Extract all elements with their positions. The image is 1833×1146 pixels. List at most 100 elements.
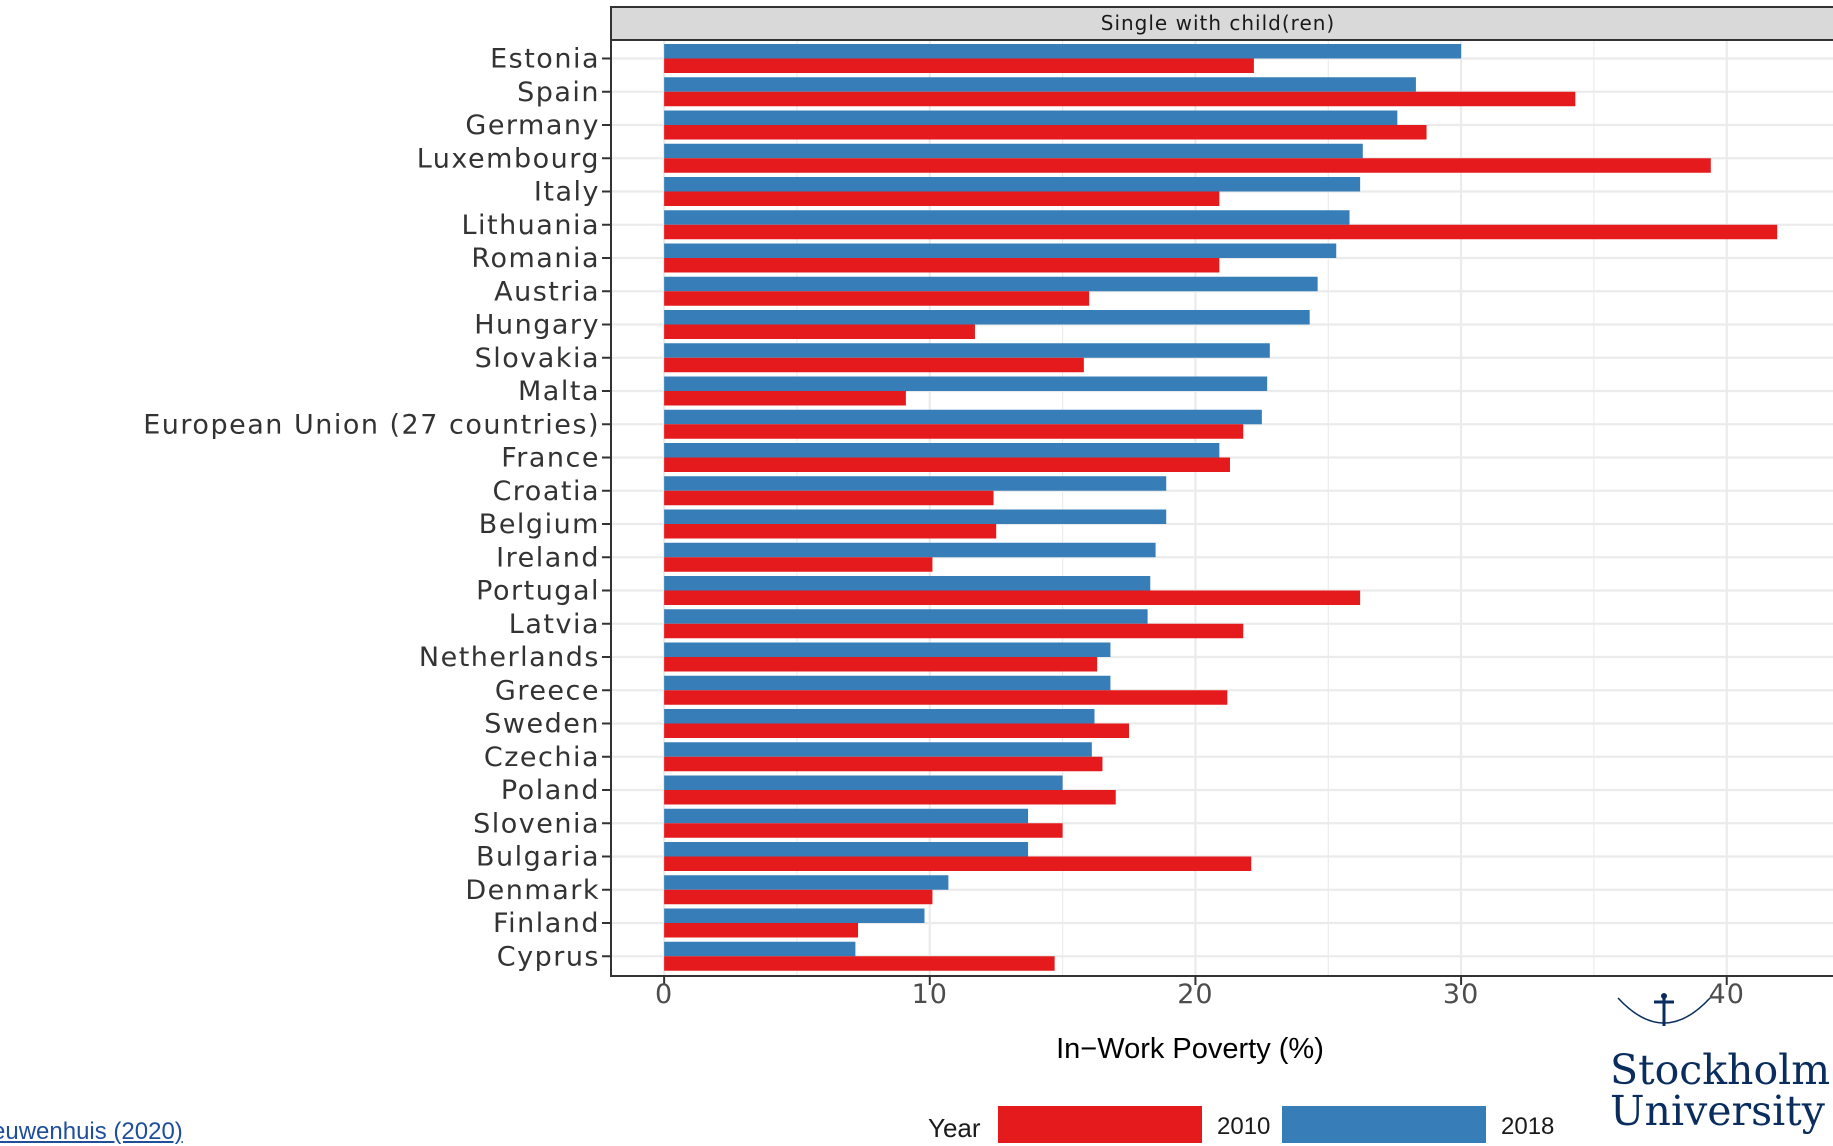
category-label: Luxembourg bbox=[417, 143, 600, 174]
category-label: Hungary bbox=[474, 310, 600, 341]
bar-2010 bbox=[664, 790, 1116, 805]
bar-2010 bbox=[664, 690, 1228, 705]
bar-2010 bbox=[664, 923, 859, 938]
university-seal-icon bbox=[1617, 993, 1711, 1026]
bar-2010 bbox=[664, 889, 933, 905]
category-label: Estonia bbox=[490, 44, 600, 75]
bar-2018 bbox=[664, 310, 1310, 325]
category-label: Spain bbox=[517, 77, 600, 108]
category-label: Portugal bbox=[476, 576, 600, 607]
bar-2018 bbox=[664, 609, 1148, 624]
category-label: Czechia bbox=[484, 742, 600, 773]
bar-2010 bbox=[664, 823, 1063, 838]
bar-2010 bbox=[664, 191, 1220, 206]
category-label: Latvia bbox=[509, 609, 600, 640]
bars bbox=[664, 44, 1778, 971]
legend: Year 2010 2018 bbox=[928, 1106, 1554, 1143]
bar-2018 bbox=[664, 775, 1063, 790]
bar-2010 bbox=[664, 91, 1576, 107]
citation-text: euwenhuis (2020) bbox=[0, 1118, 183, 1145]
x-tick-label: 30 bbox=[1443, 979, 1479, 1010]
bar-2018 bbox=[664, 642, 1111, 657]
bar-2010 bbox=[664, 856, 1252, 871]
bar-2018 bbox=[664, 210, 1350, 225]
category-label: Denmark bbox=[465, 875, 600, 906]
legend-label: 2018 bbox=[1501, 1113, 1554, 1140]
category-label: Belgium bbox=[479, 509, 600, 540]
bar-2010 bbox=[664, 557, 933, 572]
category-label: Bulgaria bbox=[476, 842, 600, 873]
bar-2010 bbox=[664, 623, 1244, 639]
bar-2010 bbox=[664, 258, 1220, 273]
bar-2018 bbox=[664, 842, 1029, 857]
bar-2018 bbox=[664, 343, 1270, 358]
bar-2010 bbox=[664, 125, 1427, 140]
logo-text-line2: University bbox=[1610, 1087, 1825, 1135]
bar-2018 bbox=[664, 443, 1220, 458]
legend-label: 2010 bbox=[1217, 1113, 1270, 1140]
category-label: Poland bbox=[501, 775, 600, 806]
bar-2018 bbox=[664, 875, 949, 890]
bar-2010 bbox=[664, 756, 1103, 772]
bar-2018 bbox=[664, 143, 1363, 159]
bar-2010 bbox=[664, 524, 997, 539]
category-label: Finland bbox=[493, 908, 600, 939]
facet-strip bbox=[610, 6, 1833, 41]
bar-2018 bbox=[664, 110, 1398, 125]
category-label: Germany bbox=[465, 110, 600, 141]
bar-2018 bbox=[664, 77, 1416, 92]
category-label: European Union (27 countries) bbox=[143, 409, 600, 440]
legend-key-2018 bbox=[1282, 1106, 1486, 1143]
bar-2010 bbox=[664, 291, 1090, 306]
category-label: Netherlands bbox=[419, 642, 600, 673]
x-axis: 0 10 20 30 40 bbox=[655, 976, 1745, 1010]
bar-2018 bbox=[664, 709, 1095, 724]
bar-2010 bbox=[664, 58, 1254, 73]
bar-2018 bbox=[664, 376, 1268, 391]
category-label: Croatia bbox=[492, 476, 600, 507]
x-tick-label: 10 bbox=[912, 979, 948, 1010]
bar-2010 bbox=[664, 457, 1230, 472]
category-label: Ireland bbox=[496, 542, 600, 573]
bar-2018 bbox=[664, 576, 1151, 591]
logo-text-line1: Stockholm bbox=[1610, 1046, 1831, 1094]
bar-2018 bbox=[664, 177, 1361, 192]
y-axis: EstoniaSpainGermanyLuxembourgItalyLithua… bbox=[143, 44, 611, 972]
bar-2010 bbox=[664, 590, 1361, 605]
bar-2010 bbox=[664, 723, 1130, 738]
legend-key-2010 bbox=[998, 1106, 1202, 1143]
facet-title: Single with child(ren) bbox=[1101, 11, 1335, 35]
x-axis-title: In−Work Poverty (%) bbox=[1056, 1033, 1324, 1065]
stockholm-university-logo: Stockholm University bbox=[1598, 990, 1831, 1140]
bar-2010 bbox=[664, 956, 1055, 971]
bar-2010 bbox=[664, 224, 1778, 240]
bar-2018 bbox=[664, 409, 1262, 425]
bar-2018 bbox=[664, 276, 1318, 292]
category-label: Sweden bbox=[484, 709, 600, 740]
bar-2018 bbox=[664, 808, 1029, 824]
bar-2010 bbox=[664, 424, 1244, 439]
x-tick-label: 40 bbox=[1709, 979, 1745, 1010]
bar-2018 bbox=[664, 941, 856, 957]
category-label: Romania bbox=[471, 243, 600, 274]
category-label: Cyprus bbox=[497, 941, 600, 972]
category-label: Austria bbox=[494, 276, 600, 307]
category-label: Greece bbox=[495, 675, 600, 706]
bar-2018 bbox=[664, 476, 1167, 491]
bar-2010 bbox=[664, 158, 1711, 173]
bar-2010 bbox=[664, 391, 906, 406]
bar-2018 bbox=[664, 44, 1462, 59]
bar-2010 bbox=[664, 357, 1084, 373]
legend-title: Year bbox=[928, 1113, 981, 1143]
bar-2018 bbox=[664, 243, 1337, 258]
x-tick-label: 0 bbox=[655, 979, 673, 1010]
category-label: Lithuania bbox=[461, 210, 600, 241]
bar-2018 bbox=[664, 742, 1092, 757]
category-label: Malta bbox=[518, 376, 600, 407]
category-label: Slovenia bbox=[473, 808, 600, 839]
category-label: Slovakia bbox=[475, 343, 600, 374]
bar-2018 bbox=[664, 908, 925, 923]
bar-2018 bbox=[664, 509, 1167, 524]
bar-2010 bbox=[664, 490, 994, 506]
